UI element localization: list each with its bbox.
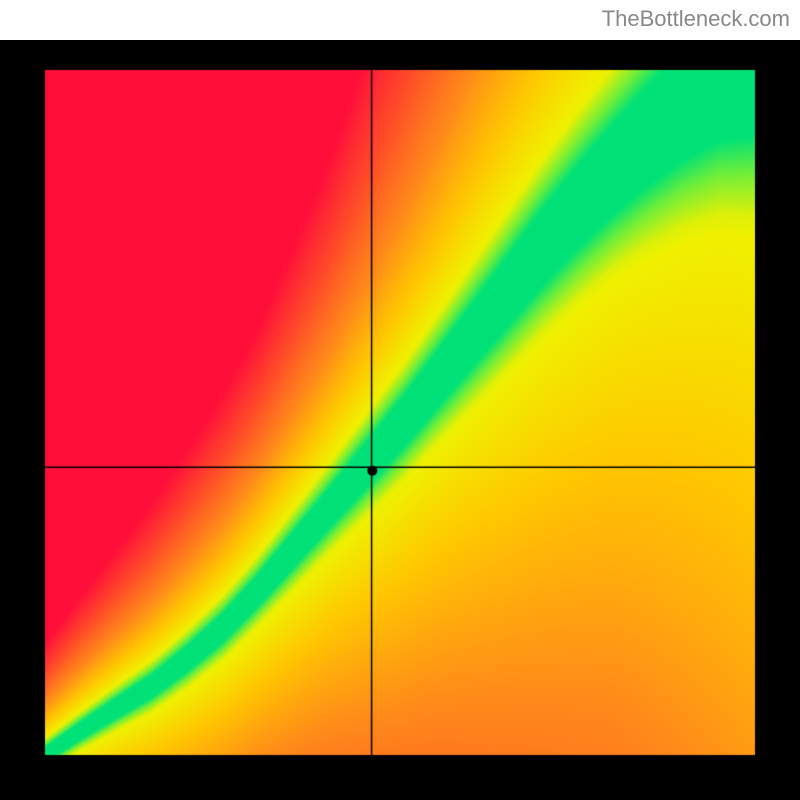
heatmap-canvas (0, 40, 800, 800)
watermark-text: TheBottleneck.com (602, 6, 790, 32)
chart-frame (0, 40, 800, 800)
